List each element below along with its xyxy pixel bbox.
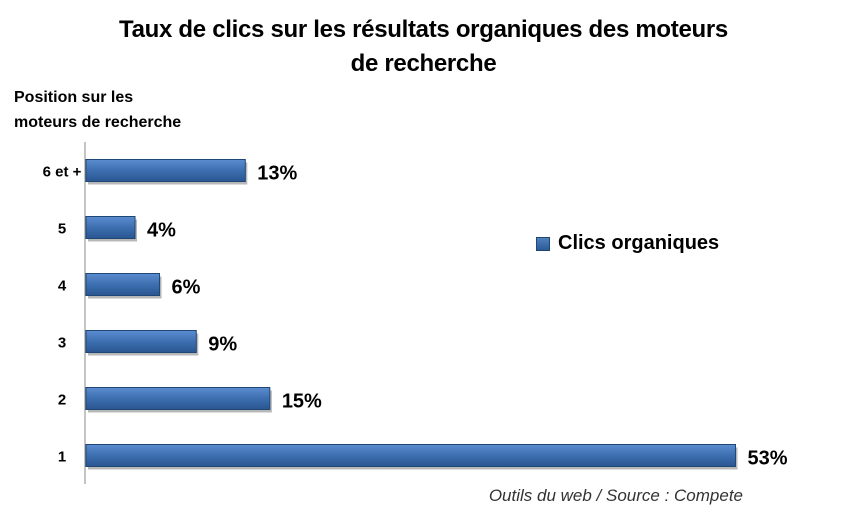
bar <box>85 330 197 353</box>
y-axis-label-line-2: moteurs de recherche <box>14 114 182 131</box>
data-label: 4% <box>147 220 176 242</box>
y-axis-label-line-1: Position sur les <box>14 89 134 106</box>
bar <box>85 216 136 239</box>
legend-swatch <box>536 236 550 251</box>
bar <box>85 273 161 296</box>
source-note: Outils du web / Source : Compete <box>488 486 743 505</box>
data-label: 9% <box>208 334 237 356</box>
category-tick-label: 3 <box>58 335 66 352</box>
bar <box>85 444 736 467</box>
data-label: 53% <box>747 448 787 470</box>
data-label: 6% <box>172 277 201 299</box>
data-label: 15% <box>282 391 322 413</box>
category-tick-label: 5 <box>58 221 66 238</box>
chart-title-line-2: de recherche <box>350 50 497 77</box>
bar <box>85 159 246 182</box>
category-tick-label: 4 <box>58 278 67 295</box>
category-tick-label: 2 <box>58 392 66 409</box>
bar <box>85 387 271 410</box>
legend: Clics organiques <box>536 232 719 255</box>
chart-title-line-1: Taux de clics sur les résultats organiqu… <box>119 16 728 43</box>
category-tick-label: 6 et + <box>43 164 82 181</box>
data-label: 13% <box>257 163 297 185</box>
category-tick-label: 1 <box>58 449 66 466</box>
legend-label: Clics organiques <box>558 232 720 254</box>
